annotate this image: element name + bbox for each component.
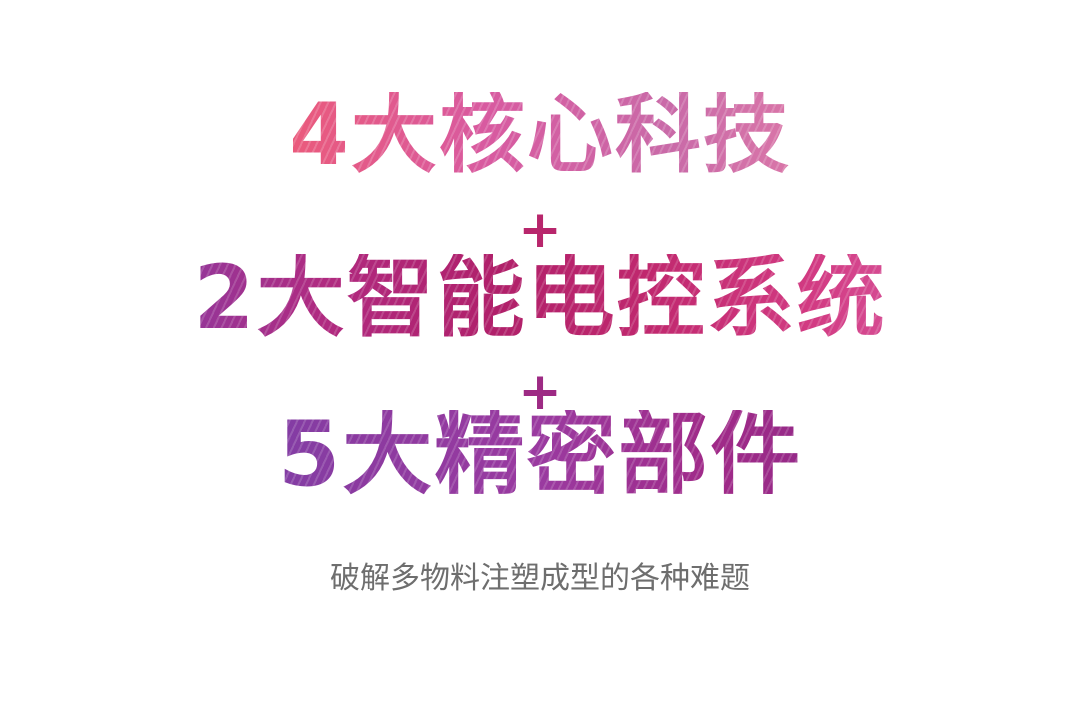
headline-smart-control-systems: 2大智能电控系统: [0, 254, 1080, 342]
headline-precision-components: 5大精密部件: [0, 410, 1080, 500]
headline-core-technologies: 4大核心科技: [0, 92, 1080, 178]
plus-sign-1: +: [0, 204, 1080, 256]
plus-sign-2: +: [0, 366, 1080, 418]
subtitle: 破解多物料注塑成型的各种难题: [330, 561, 750, 596]
